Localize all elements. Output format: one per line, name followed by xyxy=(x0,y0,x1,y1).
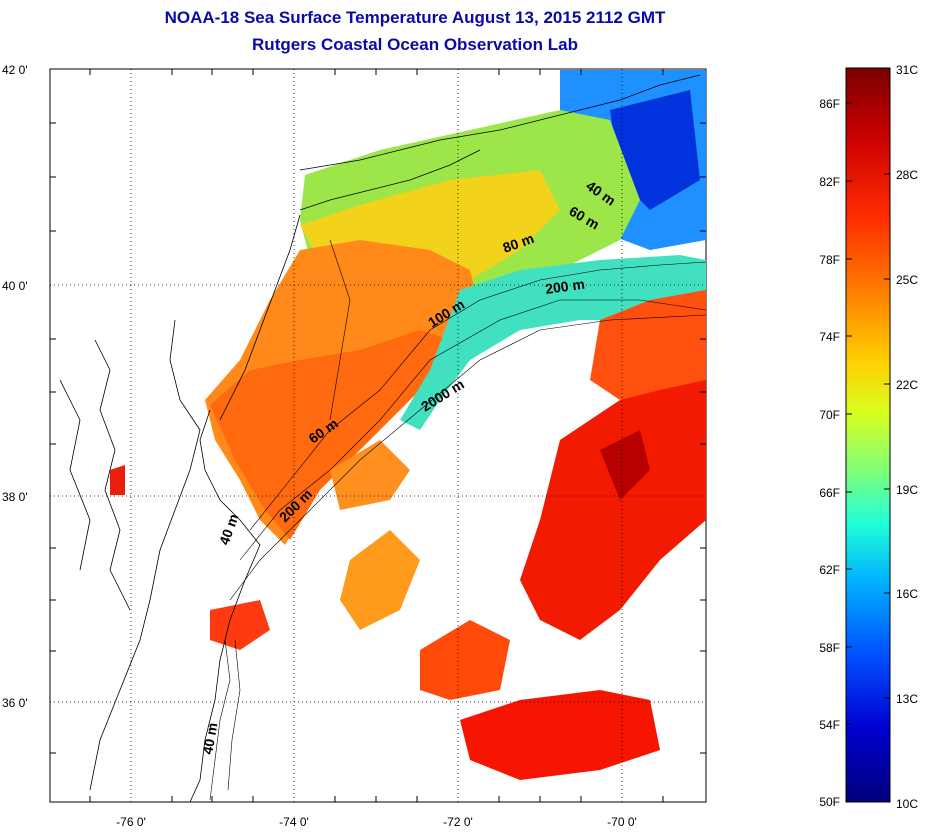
colorbar-c-16: 16C xyxy=(896,587,918,601)
colorbar-f-82: 82F xyxy=(819,175,840,189)
colorbar-f-66: 66F xyxy=(819,486,840,500)
colorbar-c-10: 10C xyxy=(896,797,918,811)
map-panel: 42 0' 40 0' 38 0' 36 0' -76 0' -74 0' -7… xyxy=(2,63,707,829)
sst-imagery xyxy=(110,70,706,780)
lat-label-38: 38 0' xyxy=(2,490,28,504)
colorbar-f-78: 78F xyxy=(819,253,840,267)
colorbar-f-54: 54F xyxy=(819,718,840,732)
sst-gulfstream-patch-1 xyxy=(520,380,706,640)
lon-label-76: -76 0' xyxy=(116,815,146,829)
colorbar: 86F 82F 78F 74F 70F 66F 62F 58F 54F 50F … xyxy=(819,63,918,811)
colorbar-f-50: 50F xyxy=(819,795,840,809)
colorbar-c-19: 19C xyxy=(896,483,918,497)
map-subtitle: Rutgers Coastal Ocean Observation Lab xyxy=(252,35,578,54)
sst-bay-patch xyxy=(110,465,125,495)
lat-label-42: 42 0' xyxy=(2,63,28,77)
bathymetry-contours xyxy=(209,239,706,801)
contour-label-200m-north: 200 m xyxy=(544,276,586,297)
sst-patch-5 xyxy=(330,440,410,510)
colorbar-ticks xyxy=(846,102,890,725)
colorbar-ramp xyxy=(845,67,891,803)
lat-label-36: 36 0' xyxy=(2,696,28,710)
colorbar-c-31: 31C xyxy=(896,63,918,77)
sst-patch-4 xyxy=(340,530,420,630)
colorbar-f-62: 62F xyxy=(819,563,840,577)
colorbar-c-22: 22C xyxy=(896,378,918,392)
sst-nearshore-patch xyxy=(210,600,270,650)
sst-slope-water xyxy=(400,255,706,430)
lon-label-70: -70 0' xyxy=(607,815,637,829)
colorbar-f-58: 58F xyxy=(819,641,840,655)
coastline xyxy=(59,74,701,802)
colorbar-f-70: 70F xyxy=(819,408,840,422)
map-title: NOAA-18 Sea Surface Temperature August 1… xyxy=(164,8,666,27)
lon-label-74: -74 0' xyxy=(279,815,309,829)
contour-label-40m-south: 40 m xyxy=(199,721,220,755)
sst-southern-patch xyxy=(460,690,660,780)
colorbar-c-13: 13C xyxy=(896,692,918,706)
lon-label-72: -72 0' xyxy=(443,815,473,829)
axis-ticks xyxy=(50,69,706,802)
sst-gulfstream-patch-2 xyxy=(590,290,706,400)
colorbar-c-28: 28C xyxy=(896,168,918,182)
sst-hot-core xyxy=(600,430,650,500)
colorbar-c-25: 25C xyxy=(896,273,918,287)
sst-patch-3 xyxy=(420,620,510,700)
colorbar-f-86: 86F xyxy=(819,97,840,111)
gridlines xyxy=(50,69,706,802)
sst-warm-shelf xyxy=(210,330,450,540)
colorbar-f-74: 74F xyxy=(819,330,840,344)
lat-label-40: 40 0' xyxy=(2,279,28,293)
